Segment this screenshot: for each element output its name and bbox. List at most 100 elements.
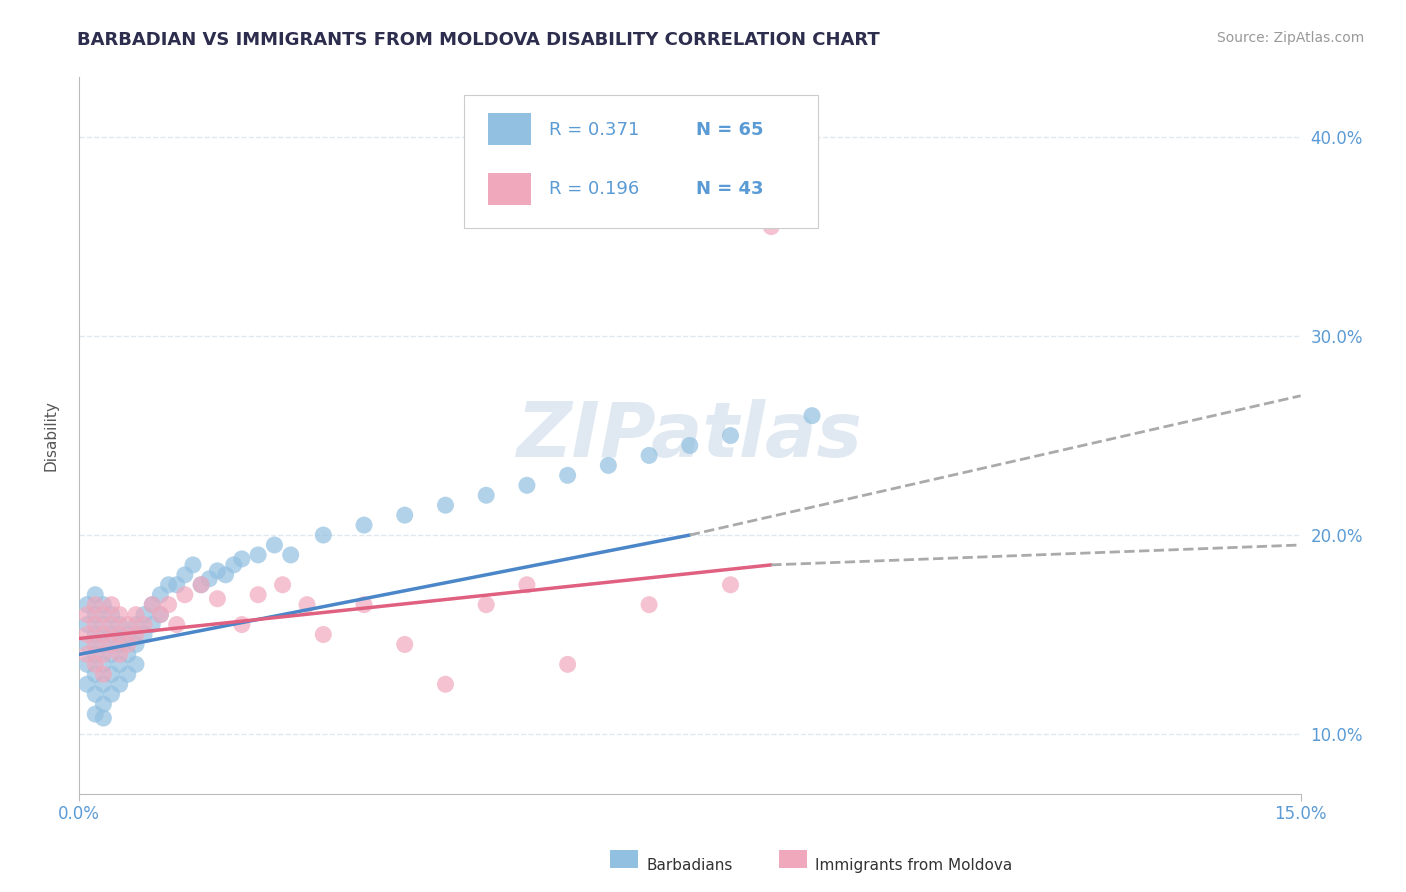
Point [280, 548, 302, 562]
Point [100, 627, 122, 641]
Point [84, 627, 107, 641]
Point [84, 598, 107, 612]
Point [125, 627, 148, 641]
Point [93, 607, 115, 622]
Point [173, 567, 195, 582]
Point [93, 667, 115, 681]
Point [84, 648, 107, 662]
Point [173, 588, 195, 602]
Point [141, 598, 163, 612]
Point [125, 617, 148, 632]
Point [100, 687, 122, 701]
Point [125, 607, 148, 622]
Point [100, 617, 122, 632]
Point [117, 648, 139, 662]
Text: BARBADIAN VS IMMIGRANTS FROM MOLDOVA DISABILITY CORRELATION CHART: BARBADIAN VS IMMIGRANTS FROM MOLDOVA DIS… [77, 31, 880, 49]
Point [475, 488, 498, 502]
Point [222, 558, 245, 572]
Point [93, 711, 115, 725]
Point [434, 498, 457, 512]
Point [207, 591, 229, 606]
Point [247, 588, 270, 602]
Text: R = 0.371: R = 0.371 [550, 120, 640, 139]
Point [108, 637, 131, 651]
Point [93, 648, 115, 662]
Text: ZIPatlas: ZIPatlas [517, 399, 863, 473]
Point [247, 548, 270, 562]
Point [117, 637, 139, 651]
Point [149, 588, 172, 602]
Point [557, 468, 579, 483]
Point [557, 657, 579, 672]
Point [93, 598, 115, 612]
Point [198, 572, 221, 586]
Point [108, 648, 131, 662]
Point [100, 598, 122, 612]
Point [598, 458, 620, 473]
Point [108, 677, 131, 691]
Point [100, 607, 122, 622]
Point [93, 627, 115, 641]
Point [117, 627, 139, 641]
Point [394, 637, 416, 651]
Point [394, 508, 416, 523]
Point [100, 667, 122, 681]
Point [76, 648, 98, 662]
Point [761, 219, 783, 234]
Point [166, 617, 188, 632]
Point [141, 617, 163, 632]
Point [166, 578, 188, 592]
Point [190, 578, 212, 592]
Point [108, 617, 131, 632]
Point [679, 438, 702, 452]
Point [84, 667, 107, 681]
Point [720, 578, 742, 592]
Point [125, 637, 148, 651]
Point [271, 578, 294, 592]
Bar [488, 113, 531, 145]
Point [93, 657, 115, 672]
Point [638, 449, 661, 463]
Text: N = 65: N = 65 [696, 120, 763, 139]
Point [312, 528, 335, 542]
Point [108, 607, 131, 622]
Text: N = 43: N = 43 [696, 180, 763, 198]
Bar [488, 173, 531, 205]
FancyBboxPatch shape [464, 95, 818, 227]
Point [157, 598, 180, 612]
Point [132, 617, 155, 632]
Text: R = 0.196: R = 0.196 [550, 180, 640, 198]
Point [214, 567, 236, 582]
Text: Immigrants from Moldova: Immigrants from Moldova [815, 858, 1012, 873]
Point [149, 607, 172, 622]
Point [84, 687, 107, 701]
Point [475, 598, 498, 612]
Point [76, 617, 98, 632]
Point [516, 478, 538, 492]
Point [76, 627, 98, 641]
Point [76, 637, 98, 651]
Point [181, 558, 204, 572]
Point [93, 677, 115, 691]
Point [117, 617, 139, 632]
Text: Barbadians: Barbadians [647, 858, 733, 873]
Point [295, 598, 318, 612]
Point [93, 697, 115, 711]
Point [132, 607, 155, 622]
Point [132, 627, 155, 641]
Point [108, 627, 131, 641]
Point [141, 598, 163, 612]
Point [84, 707, 107, 722]
Point [353, 518, 375, 533]
Point [93, 637, 115, 651]
Point [117, 667, 139, 681]
Point [516, 578, 538, 592]
Point [84, 588, 107, 602]
Point [76, 677, 98, 691]
Point [149, 607, 172, 622]
Point [720, 428, 742, 442]
Point [190, 578, 212, 592]
Point [100, 637, 122, 651]
Point [312, 627, 335, 641]
Point [76, 607, 98, 622]
